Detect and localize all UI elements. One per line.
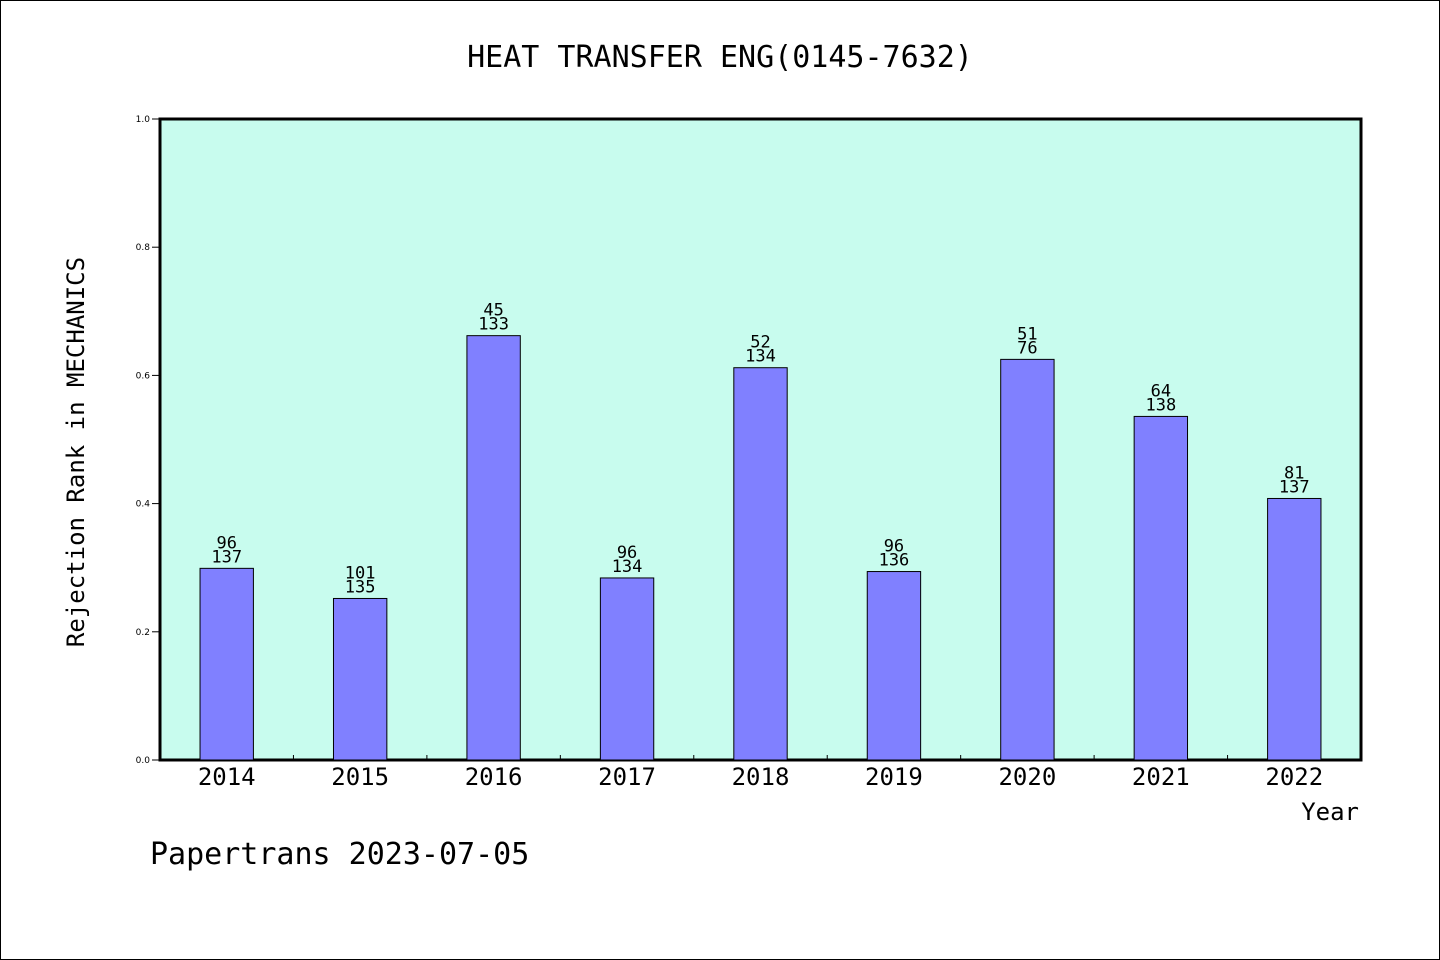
y-axis-label: Rejection Rank in MECHANICS	[62, 257, 90, 647]
bar-label-bottom-2018: 134	[745, 347, 776, 367]
bar-2015	[332, 597, 388, 761]
bar-label-bottom-2014: 137	[211, 547, 242, 567]
x-axis-label: Year	[1301, 798, 1359, 826]
bar-2014	[199, 567, 254, 761]
bar-label-bottom-2020: 76	[1017, 338, 1037, 358]
bar-2018	[733, 367, 788, 761]
bar-label-bottom-2015: 135	[345, 577, 376, 597]
y-tick-label-0.8: 0.8	[136, 243, 151, 253]
bar-label-top-2014: 96	[216, 533, 236, 553]
x-tick-label-2022: 2022	[1265, 763, 1323, 791]
bar-label-bottom-2021: 138	[1145, 395, 1176, 415]
bar-label-bottom-2022: 137	[1279, 477, 1310, 497]
x-tick-label-2019: 2019	[865, 763, 923, 791]
bar-2016	[466, 335, 521, 761]
bar-2020	[1000, 358, 1055, 761]
bar-label-top-2017: 96	[617, 543, 637, 563]
axis-ticks: 2014 2015 2016 2017 2018 2019 2020 2021 2022 0.0 0…	[136, 115, 1324, 791]
bar-2022	[1267, 497, 1322, 761]
bar-2017	[599, 577, 655, 761]
bar-label-bottom-2017: 134	[612, 557, 643, 577]
bar-label-top-2020: 51	[1017, 324, 1037, 344]
y-tick-label-0.4: 0.4	[136, 500, 151, 510]
bar-2019	[866, 571, 922, 761]
bar-label-bottom-2016: 133	[478, 315, 509, 335]
bar-2021	[1133, 415, 1189, 761]
y-tick-label-0.0: 0.0	[136, 756, 151, 766]
x-tick-label-2017: 2017	[598, 763, 656, 791]
footer-text: Papertrans 2023-07-05	[150, 837, 529, 872]
bar-label-top-2018: 52	[750, 333, 770, 353]
x-tick-label-2018: 2018	[732, 763, 790, 791]
x-tick-label-2016: 2016	[465, 763, 523, 791]
bar-label-top-2019: 96	[884, 537, 904, 557]
bars-group: 9613710113545133961345213496136517664138…	[199, 301, 1322, 761]
y-tick-label-0.6: 0.6	[136, 371, 151, 381]
y-tick-label-1.0: 1.0	[136, 115, 151, 125]
bar-label-top-2015: 101	[345, 563, 376, 583]
chart-title: HEAT TRANSFER ENG(0145-7632)	[467, 40, 973, 75]
x-tick-label-2020: 2020	[998, 763, 1056, 791]
bar-label-top-2022: 81	[1284, 463, 1304, 483]
x-tick-label-2021: 2021	[1132, 763, 1190, 791]
y-tick-label-0.2: 0.2	[136, 628, 150, 638]
bar-label-top-2016: 45	[483, 301, 503, 321]
bar-label-bottom-2019: 136	[879, 551, 910, 571]
x-tick-label-2014: 2014	[198, 763, 256, 791]
bar-label-top-2021: 64	[1151, 381, 1171, 401]
x-tick-label-2015: 2015	[331, 763, 389, 791]
